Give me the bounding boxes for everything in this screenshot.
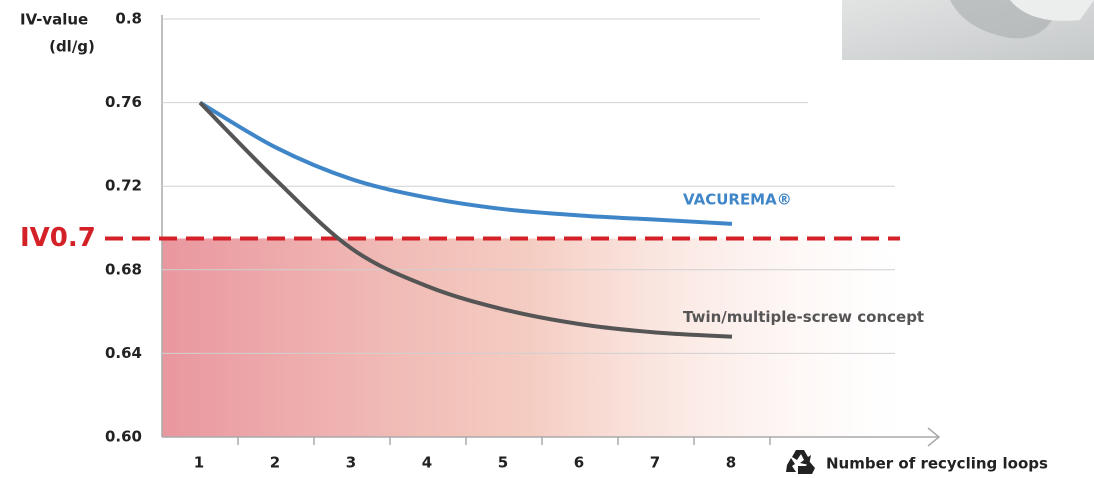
y-tick-label: 0.8 [115,10,142,28]
x-tick-label: 5 [498,454,508,472]
y-tick-label: 0.60 [105,428,142,446]
x-tick-label: 3 [346,454,356,472]
x-tick-label: 8 [726,454,736,472]
series-line [198,100,733,226]
series-line [198,101,733,339]
corner-photo [842,0,1094,60]
y-tick-label: 0.68 [105,260,142,278]
threshold-label: IV0.7 [20,223,96,253]
y-tick-label: 0.76 [105,93,142,111]
x-tick-label: 2 [270,454,280,472]
x-axis-title: Number of recycling loops [826,455,1048,473]
y-tick-label: 0.64 [105,344,142,362]
recycle-icon [786,450,815,474]
x-axis-arrow [927,427,941,447]
x-tick-label: 6 [574,454,584,472]
y-axis-unit: (dl/g) [49,38,95,56]
threshold-area [162,238,900,437]
x-tick-label: 1 [194,454,204,472]
y-axis-title: IV-value [20,11,88,29]
series-label: VACUREMA® [683,190,792,208]
series-label: Twin/multiple-screw concept [683,308,924,326]
y-tick-label: 0.72 [105,177,142,195]
x-tick-label: 7 [650,454,660,472]
x-tick-label: 4 [422,454,432,472]
